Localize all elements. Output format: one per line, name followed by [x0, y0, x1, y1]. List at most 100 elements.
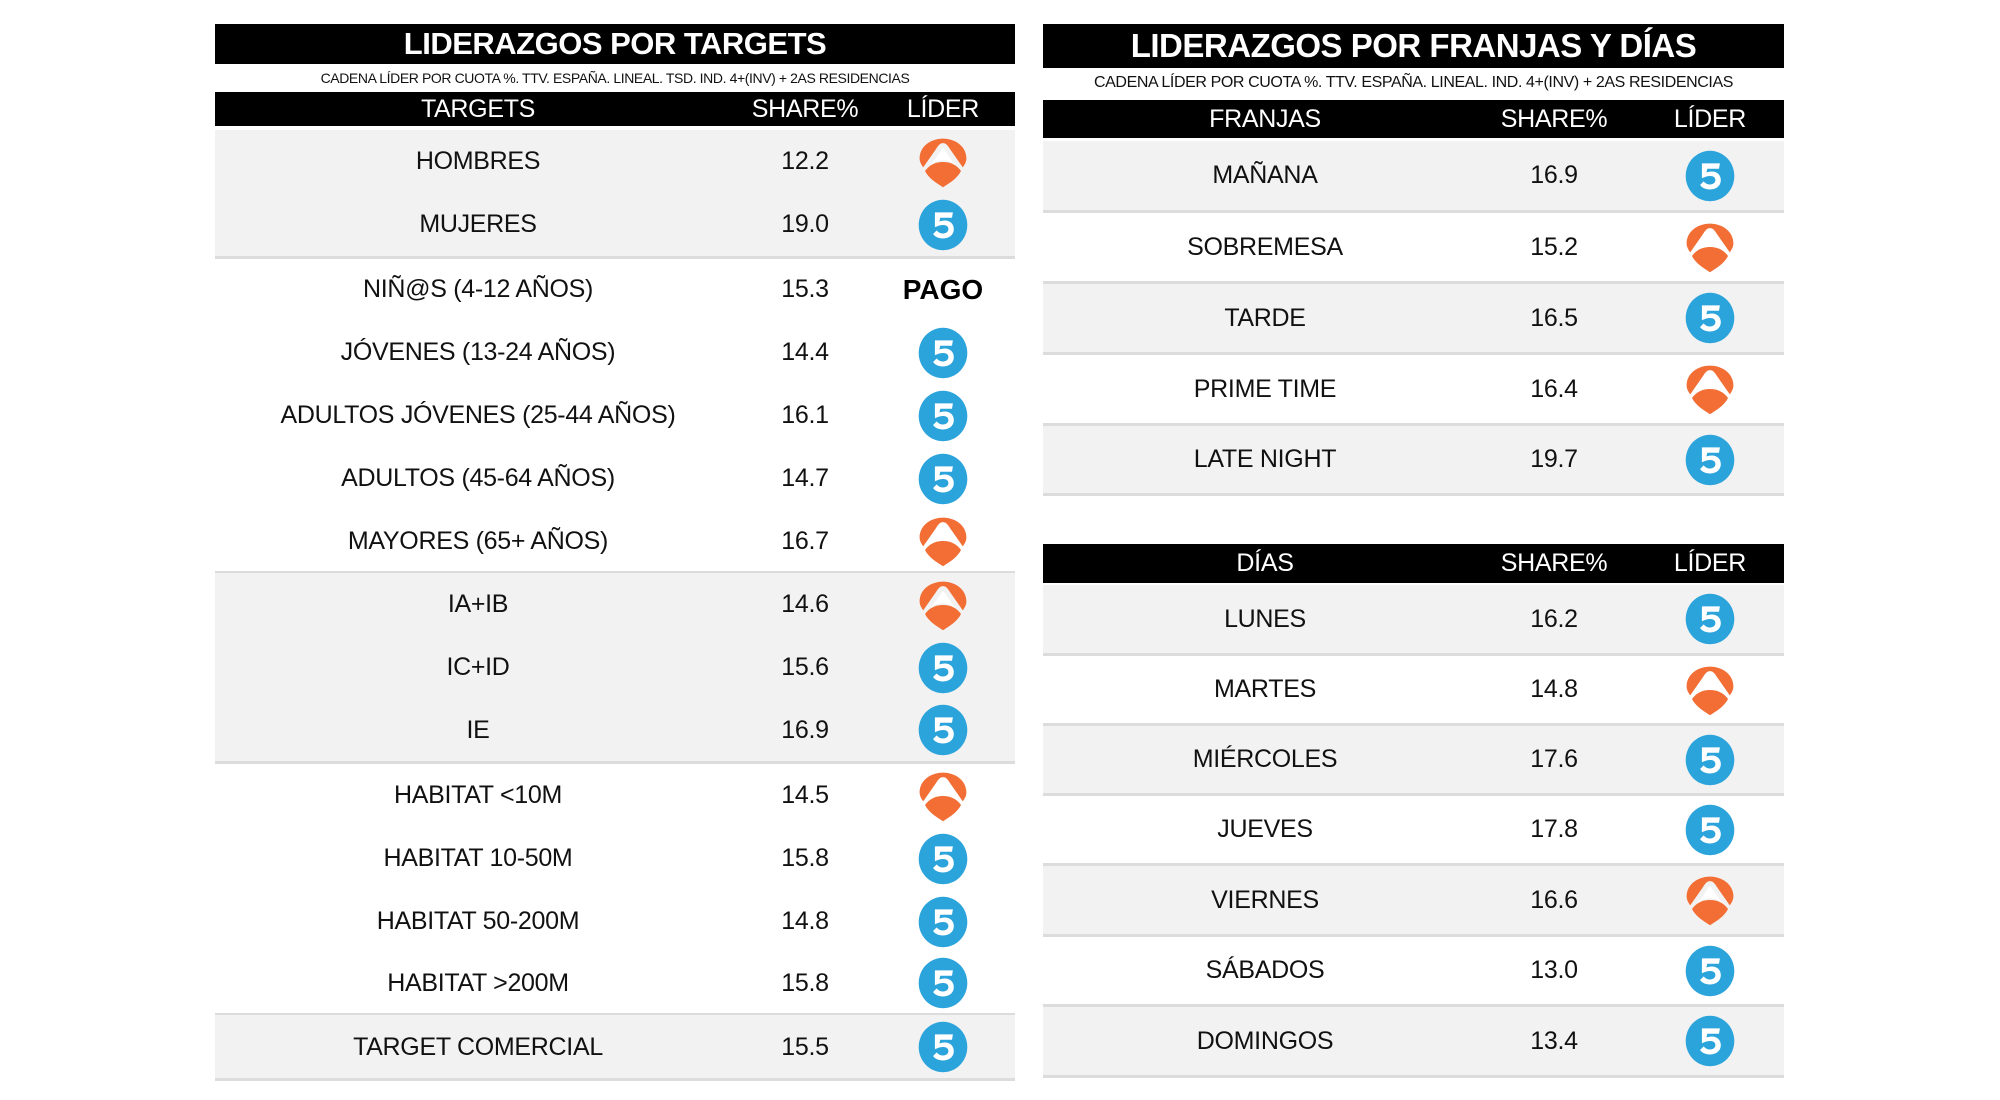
row-label: LUNES	[1224, 604, 1306, 633]
leader-cell	[893, 827, 993, 890]
leader-cell	[893, 130, 993, 193]
telecinco-logo-icon	[1683, 733, 1737, 787]
row-share: 14.8	[1530, 675, 1578, 703]
row-share: 15.8	[781, 968, 829, 997]
leader-cell	[893, 447, 993, 510]
col-header-share: SHARE%	[1500, 104, 1608, 133]
row-share: 15.2	[1530, 232, 1578, 261]
divider	[1043, 493, 1784, 496]
leader-cell	[893, 384, 993, 447]
row-label: PRIME TIME	[1193, 374, 1337, 403]
telecinco-logo-icon	[1683, 944, 1737, 998]
antena3-logo-icon	[1683, 362, 1737, 416]
row-share: 17.6	[1530, 745, 1578, 773]
leader-cell	[1660, 213, 1760, 281]
table-row: MUJERES 19.0	[215, 193, 1015, 256]
row-label: IE	[466, 715, 490, 744]
table-row: JUEVES 17.8	[1043, 796, 1784, 863]
table-row: MAYORES (65+ AÑOS) 16.7	[215, 510, 1015, 572]
leader-cell	[1660, 937, 1760, 1004]
slots-days-leadership-panel: LIDERAZGOS POR FRANJAS Y DÍAS CADENA LÍD…	[1043, 24, 1784, 1084]
row-share: 14.7	[781, 464, 829, 492]
leader-cell	[893, 193, 993, 256]
antena3-logo-icon	[916, 514, 970, 568]
dias-column-header: DÍAS SHARE% LÍDER	[1043, 544, 1784, 583]
row-label: HOMBRES	[415, 147, 541, 175]
table-row: HABITAT 10-50M 15.8	[215, 827, 1015, 890]
col-header-leader: LÍDER	[1673, 549, 1747, 577]
leader-cell	[893, 573, 993, 636]
divider	[215, 1078, 1015, 1081]
leader-cell	[893, 890, 993, 953]
row-share: 13.0	[1530, 956, 1578, 984]
row-label: HABITAT >200M	[387, 968, 569, 997]
table-row: ADULTOS JÓVENES (25-44 AÑOS) 16.1	[215, 384, 1015, 447]
row-share: 16.4	[1530, 374, 1578, 403]
targets-panel-subtitle: CADENA LÍDER POR CUOTA %. TTV. ESPAÑA. L…	[320, 70, 910, 86]
divider	[1043, 723, 1784, 726]
telecinco-logo-icon	[1683, 291, 1737, 345]
slots-days-panel-subtitle: CADENA LÍDER POR CUOTA %. TTV. ESPAÑA. L…	[1093, 74, 1734, 91]
table-row: PRIME TIME 16.4	[1043, 355, 1784, 423]
telecinco-logo-icon	[916, 895, 970, 949]
col-header-franjas: FRANJAS	[1209, 104, 1321, 133]
row-share: 16.1	[781, 401, 829, 429]
row-label: MAYORES (65+ AÑOS)	[347, 526, 609, 555]
divider	[1043, 423, 1784, 426]
row-label: MARTES	[1214, 675, 1316, 703]
row-share: 16.9	[1530, 161, 1578, 189]
telecinco-logo-icon	[1683, 1014, 1737, 1068]
leader-cell	[1660, 284, 1760, 352]
row-label: SÁBADOS	[1205, 956, 1325, 984]
leader-cell	[893, 1015, 993, 1079]
row-label: JÓVENES (13-24 AÑOS)	[340, 338, 616, 366]
table-row: HOMBRES 12.2	[215, 130, 1015, 193]
table-row: SOBREMESA 15.2	[1043, 213, 1784, 281]
leader-cell	[1660, 866, 1760, 934]
group-gender-bg	[215, 130, 1015, 256]
divider	[1043, 281, 1784, 284]
divider	[1043, 1075, 1784, 1078]
divider	[1043, 793, 1784, 796]
row-share: 14.6	[781, 590, 829, 618]
table-row: MIÉRCOLES 17.6	[1043, 726, 1784, 793]
row-share: 12.2	[781, 147, 829, 175]
row-label: TARGET COMERCIAL	[353, 1032, 603, 1061]
group-commercial-bg	[215, 1015, 1015, 1079]
table-row: ADULTOS (45-64 AÑOS) 14.7	[215, 447, 1015, 510]
row-share: 15.5	[781, 1032, 829, 1061]
row-label: DOMINGOS	[1196, 1026, 1334, 1055]
leader-cell	[893, 510, 993, 572]
leader-cell	[1660, 585, 1760, 653]
divider	[1043, 863, 1784, 866]
table-row: HABITAT >200M 15.8	[215, 952, 1015, 1014]
row-label: MUJERES	[419, 210, 537, 238]
telecinco-logo-icon	[916, 956, 970, 1010]
telecinco-logo-icon	[1683, 433, 1737, 487]
antena3-logo-icon	[916, 135, 970, 189]
telecinco-logo-icon	[1683, 149, 1737, 203]
targets-panel-title: LIDERAZGOS POR TARGETS	[215, 24, 1015, 64]
divider	[1043, 653, 1784, 656]
telecinco-logo-icon	[916, 452, 970, 506]
slots-days-panel-title: LIDERAZGOS POR FRANJAS Y DÍAS	[1043, 24, 1784, 68]
divider	[215, 571, 1015, 574]
col-header-dias: DÍAS	[1236, 549, 1294, 577]
leader-cell	[1660, 426, 1760, 493]
col-header-share: SHARE%	[1500, 549, 1608, 577]
table-row: SÁBADOS 13.0	[1043, 937, 1784, 1004]
divider	[215, 761, 1015, 764]
table-row: HABITAT 50-200M 14.8	[215, 890, 1015, 953]
telecinco-logo-icon	[1683, 803, 1737, 857]
targets-column-header: TARGETS SHARE% LÍDER	[215, 92, 1015, 126]
divider	[215, 256, 1015, 259]
leader-cell	[893, 636, 993, 699]
row-label: NIÑ@S (4-12 AÑOS)	[362, 275, 594, 303]
leader-cell	[1660, 355, 1760, 423]
table-row: MARTES 14.8	[1043, 656, 1784, 723]
row-label: JUEVES	[1217, 815, 1313, 843]
table-row: LUNES 16.2	[1043, 585, 1784, 653]
row-label: HABITAT 50-200M	[376, 907, 580, 935]
telecinco-logo-icon	[916, 832, 970, 886]
table-row: IA+IB 14.6	[215, 573, 1015, 636]
